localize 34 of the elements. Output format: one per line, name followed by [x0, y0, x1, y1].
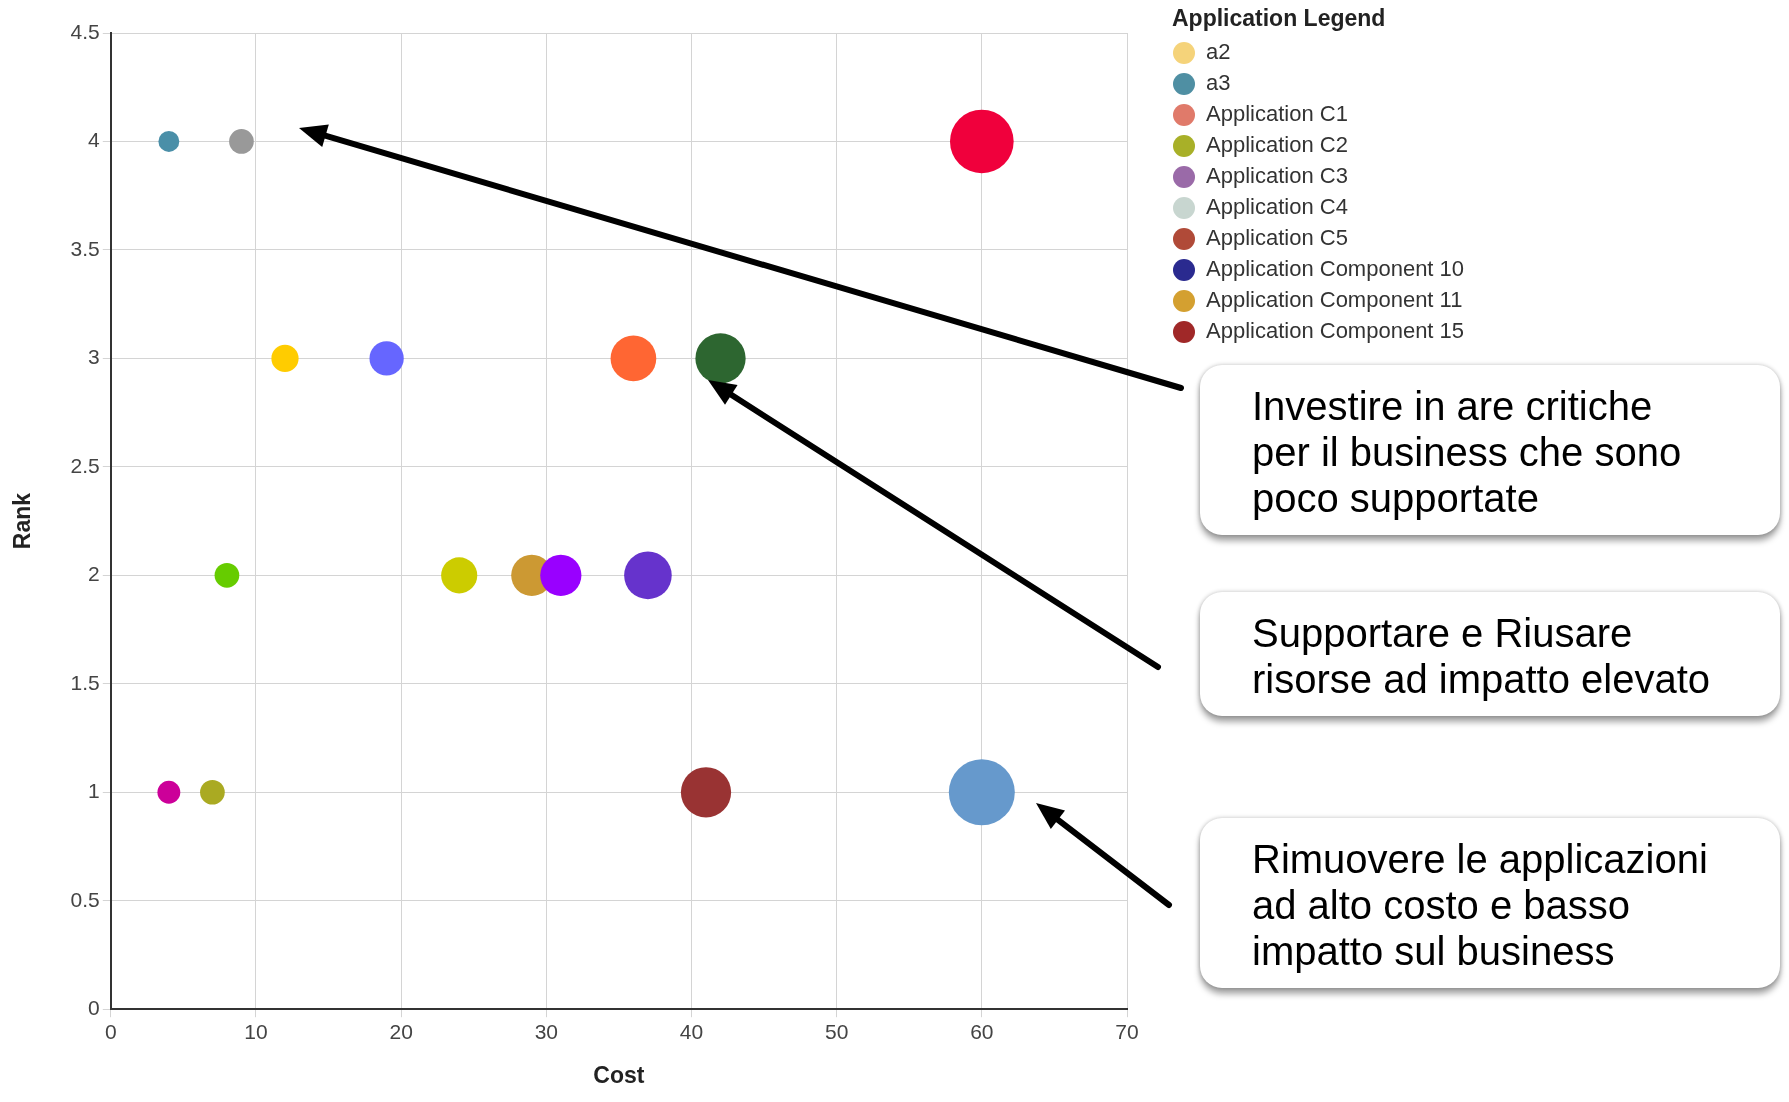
y-tick-label: 0	[88, 996, 100, 1019]
legend-label: a3	[1206, 70, 1231, 96]
x-axis-title: Cost	[593, 1061, 645, 1088]
y-tick-label: 3.5	[70, 236, 100, 260]
legend-label: Application Component 10	[1206, 256, 1465, 282]
y-axis-title: Rank	[9, 492, 36, 550]
x-tick-label: 40	[679, 1019, 704, 1043]
legend-label: a2	[1206, 39, 1231, 65]
legend-label: Application Component 15	[1206, 318, 1465, 344]
legend-label: Application C1	[1206, 101, 1348, 127]
y-tick-label: 4.5	[70, 19, 100, 43]
y-tick-label: 3	[88, 345, 100, 369]
x-tick-label: 50	[824, 1019, 849, 1043]
legend-title: Application Legend	[1172, 5, 1386, 32]
y-tick-label: 2.5	[70, 453, 100, 477]
x-tick-label: 30	[534, 1019, 558, 1043]
legend-label: Application Component 11	[1206, 287, 1463, 313]
legend-label: Application C5	[1206, 225, 1348, 251]
x-tick-label: 0	[104, 1019, 117, 1043]
text: Rimuovere le applicazioni ad alto costo e basso impatto sul business	[1200, 818, 1780, 988]
x-tick-label: 20	[389, 1019, 413, 1043]
text: Supportare e Riusare risorse ad impatto elevato	[1200, 592, 1780, 716]
legend-label: Application C3	[1206, 163, 1348, 189]
x-tick-label: 10	[244, 1019, 268, 1043]
x-tick-label: 70	[1115, 1019, 1139, 1043]
y-tick-label: 0.5	[70, 887, 100, 911]
legend-label: Application C2	[1206, 132, 1348, 158]
legend-label: Application C4	[1206, 194, 1348, 220]
y-tick-label: 1	[88, 779, 100, 803]
x-tick-label: 60	[970, 1019, 994, 1043]
y-tick-label: 4	[88, 128, 101, 152]
y-tick-label: 2	[88, 562, 100, 586]
text: Investire in are critiche per il business che sono poco supportate	[1200, 365, 1780, 535]
y-tick-label: 1.5	[70, 670, 100, 694]
